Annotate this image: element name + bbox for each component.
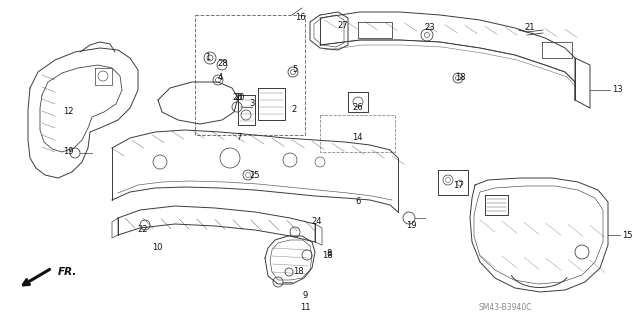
Text: 20: 20 xyxy=(235,93,245,102)
Text: 24: 24 xyxy=(312,218,323,226)
Text: 12: 12 xyxy=(63,108,73,116)
Text: 26: 26 xyxy=(353,103,364,113)
Text: 25: 25 xyxy=(250,170,260,180)
Text: 8: 8 xyxy=(326,249,332,257)
Text: 9: 9 xyxy=(302,292,308,300)
Text: 18: 18 xyxy=(322,250,333,259)
Text: 4: 4 xyxy=(218,73,223,83)
Text: 22: 22 xyxy=(138,225,148,234)
Text: 2: 2 xyxy=(291,106,296,115)
Text: 27: 27 xyxy=(338,21,348,31)
Text: 16: 16 xyxy=(294,13,305,23)
Text: 14: 14 xyxy=(352,133,362,143)
Text: 21: 21 xyxy=(525,24,535,33)
Text: FR.: FR. xyxy=(58,267,77,277)
Text: 6: 6 xyxy=(355,197,361,206)
Text: 11: 11 xyxy=(300,303,310,313)
Text: 23: 23 xyxy=(425,24,435,33)
Text: 15: 15 xyxy=(622,231,632,240)
Text: 18: 18 xyxy=(454,73,465,83)
Text: 20: 20 xyxy=(233,93,243,101)
Text: 17: 17 xyxy=(452,182,463,190)
Text: 18: 18 xyxy=(293,268,303,277)
Text: SM43-B3940C: SM43-B3940C xyxy=(478,303,532,313)
Text: 3: 3 xyxy=(250,99,255,108)
Text: 19: 19 xyxy=(63,147,73,157)
Text: 28: 28 xyxy=(218,60,228,69)
Text: 5: 5 xyxy=(292,65,298,75)
Text: 7: 7 xyxy=(236,133,242,143)
Text: 1: 1 xyxy=(205,53,211,62)
Text: 19: 19 xyxy=(406,220,416,229)
Text: 10: 10 xyxy=(152,243,163,253)
Text: 13: 13 xyxy=(612,85,623,94)
